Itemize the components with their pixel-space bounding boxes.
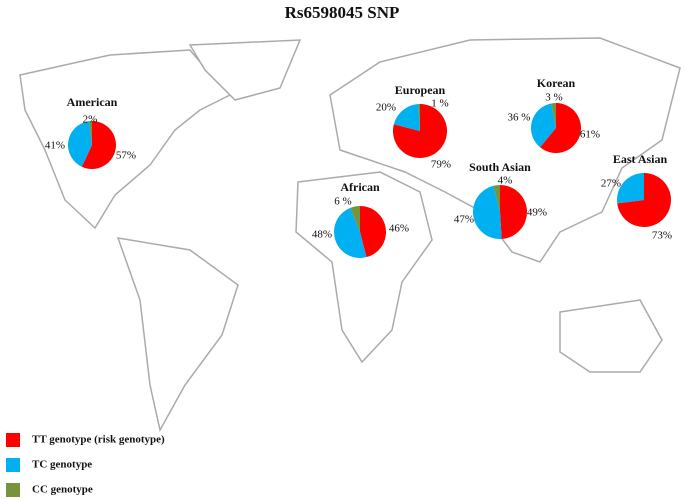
legend-label: CC genotype (32, 484, 93, 496)
legend-swatch (6, 483, 20, 497)
pie-slice (500, 185, 527, 239)
pie-slice (88, 121, 92, 145)
value-label: 27% (601, 178, 621, 190)
pie-title: East Asian (613, 152, 668, 166)
value-label: 57% (116, 150, 136, 162)
legend-swatch (6, 433, 20, 447)
pie-slice (393, 104, 420, 131)
world-map (19, 37, 681, 433)
value-label: 61% (580, 129, 600, 141)
pie-slice (333, 207, 367, 259)
value-label: 79% (431, 159, 451, 171)
legend-label: TC genotype (32, 459, 92, 471)
pie-slice (67, 121, 92, 167)
pie-title: European (395, 83, 446, 97)
value-label: 36 % (508, 112, 531, 124)
value-label: 3 % (545, 92, 562, 104)
pie-slice (493, 185, 500, 212)
pie-slice (81, 121, 117, 170)
pie-title: American (67, 95, 118, 109)
pie-slice (350, 206, 360, 232)
legend-swatch (6, 458, 20, 472)
value-label: 49% (527, 207, 547, 219)
pie-slice (540, 103, 581, 154)
value-label: 73% (652, 230, 672, 242)
pie-title: South Asian (469, 160, 531, 174)
value-label: 41% (45, 140, 65, 152)
value-label: 47% (454, 214, 474, 226)
pie-title: African (340, 180, 380, 194)
pie-slice (551, 103, 556, 128)
value-label: 2% (83, 114, 98, 126)
value-label: 1 % (431, 98, 448, 110)
value-label: 48% (312, 229, 332, 241)
chart-title: Rs6598045 SNP (285, 3, 400, 22)
pie-slice (531, 103, 556, 148)
value-label: 4% (498, 175, 513, 187)
value-label: 20% (376, 102, 396, 114)
pie-slice (473, 185, 502, 239)
pie-title: Korean (537, 76, 576, 90)
value-label: 6 % (334, 196, 351, 208)
pie-slice (617, 173, 671, 227)
pie-slice (360, 206, 387, 258)
legend-label: TT genotype (risk genotype) (32, 434, 165, 446)
pie-slice (616, 173, 644, 204)
value-label: 46% (389, 223, 409, 235)
pie-slice (418, 104, 420, 131)
